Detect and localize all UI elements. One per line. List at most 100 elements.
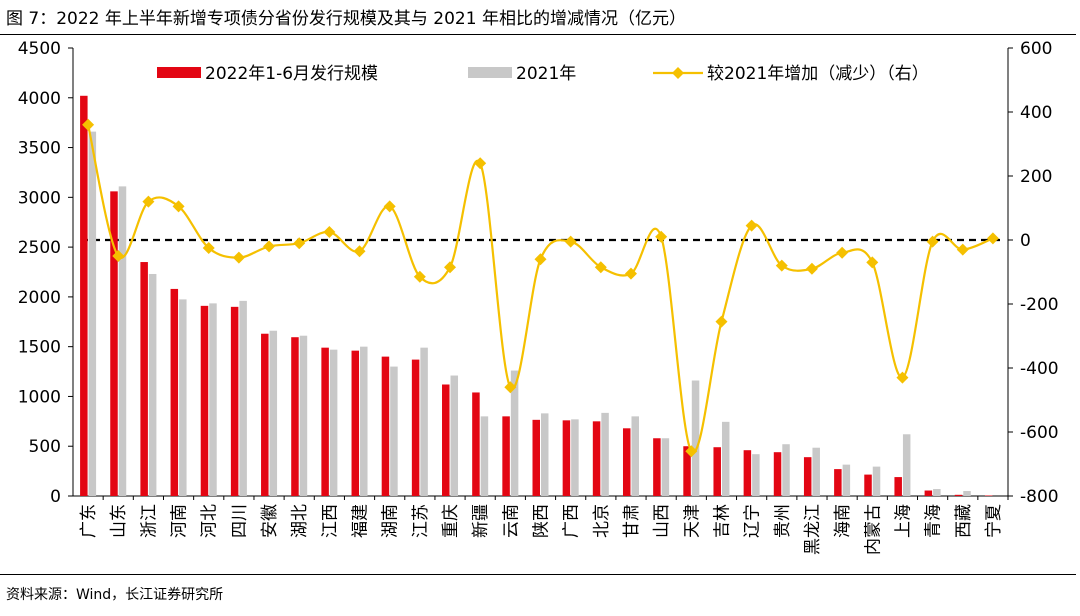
bar-2022 (834, 469, 842, 496)
x-category-label: 湖南 (381, 504, 401, 538)
bar-2022 (894, 477, 902, 496)
change-point-marker (926, 235, 939, 248)
change-point-marker (775, 259, 788, 272)
change-point-marker (82, 118, 95, 131)
change-point-marker (805, 262, 818, 275)
bar-2022 (411, 359, 420, 496)
x-category-label: 新疆 (471, 504, 491, 538)
x-category-label: 黑龙江 (803, 504, 823, 555)
bar-2022 (351, 350, 360, 496)
x-category-label: 江苏 (411, 504, 431, 538)
change-point-marker (202, 242, 215, 254)
change-point-marker (956, 243, 969, 256)
change-point-marker (564, 235, 577, 248)
change-point-marker (534, 253, 547, 266)
bar-2022 (261, 333, 269, 496)
y-left-tick-label: 3500 (18, 139, 61, 159)
bar-2022 (200, 305, 209, 496)
bar-2021 (721, 421, 730, 496)
x-category-label: 江西 (320, 504, 340, 538)
change-point-marker (232, 251, 245, 264)
bar-2021 (299, 335, 308, 496)
change-point-marker (896, 371, 909, 384)
legend-swatch-2021 (468, 67, 512, 78)
labels-layer: 050010001500200025003000350040004500-800… (18, 39, 1059, 555)
bar-2021 (812, 447, 820, 496)
bar-2021 (420, 347, 428, 496)
y-right-tick-label: 600 (1020, 39, 1052, 59)
change-point-marker (715, 315, 728, 328)
bar-2022 (653, 438, 661, 496)
x-category-label: 青海 (924, 504, 944, 538)
x-category-label: 湖北 (290, 504, 310, 538)
source-text: 资料来源：Wind，长江证券研究所 (6, 587, 224, 603)
axes-layer (68, 47, 1013, 500)
legend-swatch-marker (672, 67, 684, 79)
bar-2021 (450, 375, 459, 496)
x-category-label: 山西 (652, 504, 672, 538)
bar-2021 (510, 370, 519, 496)
bars-layer (80, 95, 993, 497)
bar-2021 (541, 413, 549, 496)
change-point-marker (655, 230, 668, 243)
x-category-label: 安徽 (260, 504, 280, 538)
chart-legend: 2022年1-6月发行规模 2021年 较2021年增加（减少）（右） (157, 64, 929, 84)
bar-2021 (902, 434, 911, 496)
change-point-marker (383, 200, 396, 213)
bar-2021 (872, 466, 881, 496)
y-right-tick-label: -200 (1020, 295, 1059, 315)
x-category-label: 广东 (79, 504, 99, 538)
y-left-tick-label: 0 (50, 487, 61, 507)
change-point-marker (594, 261, 607, 274)
x-category-label: 西藏 (954, 504, 974, 538)
bar-2021 (842, 464, 851, 496)
bar-2022 (743, 450, 752, 496)
bar-2021 (269, 330, 278, 496)
bar-2022 (924, 490, 933, 496)
bar-2022 (230, 306, 239, 496)
x-category-label: 海南 (833, 504, 853, 538)
x-category-label: 贵州 (773, 504, 793, 538)
x-category-label: 内蒙古 (863, 504, 883, 555)
bar-2021 (360, 346, 368, 496)
x-category-label: 陕西 (532, 504, 552, 538)
bar-2021 (179, 299, 187, 496)
x-category-label: 云南 (501, 504, 521, 538)
change-point-marker (112, 250, 125, 262)
x-category-label: 河南 (170, 504, 190, 538)
bar-2021 (752, 454, 760, 496)
change-point-marker (474, 157, 487, 170)
bar-2022 (803, 457, 812, 496)
legend-label-2022: 2022年1-6月发行规模 (205, 64, 378, 84)
bar-2021 (631, 416, 639, 496)
change-point-marker (866, 256, 879, 269)
bar-2022 (291, 337, 299, 496)
x-category-label: 甘肃 (622, 504, 642, 538)
x-category-label: 辽宁 (743, 504, 763, 538)
y-right-tick-label: 0 (1020, 231, 1031, 251)
x-category-label: 浙江 (139, 504, 159, 538)
bar-2021 (933, 489, 941, 496)
change-point-marker (836, 246, 849, 259)
change-point-marker (413, 270, 426, 283)
bar-2021 (239, 300, 247, 496)
x-category-label: 四川 (230, 504, 250, 538)
bar-2021 (601, 412, 609, 496)
bar-2021 (118, 186, 127, 497)
change-point-marker (293, 237, 306, 250)
y-left-tick-label: 1500 (18, 338, 61, 358)
x-category-label: 福建 (351, 504, 371, 538)
change-point-marker (745, 219, 758, 232)
legend-swatch-2022 (157, 67, 201, 78)
source-note: 资料来源：Wind，长江证券研究所 (6, 584, 223, 604)
bar-2021 (480, 416, 489, 496)
bar-2021 (390, 366, 398, 496)
x-category-label: 广西 (562, 504, 582, 538)
y-right-tick-label: -400 (1020, 359, 1059, 379)
legend-label-change: 较2021年增加（减少）（右） (707, 64, 929, 84)
change-series-line (87, 124, 994, 454)
x-category-label: 天津 (682, 504, 702, 538)
y-left-tick-label: 2500 (18, 238, 61, 258)
bar-2021 (691, 380, 700, 496)
